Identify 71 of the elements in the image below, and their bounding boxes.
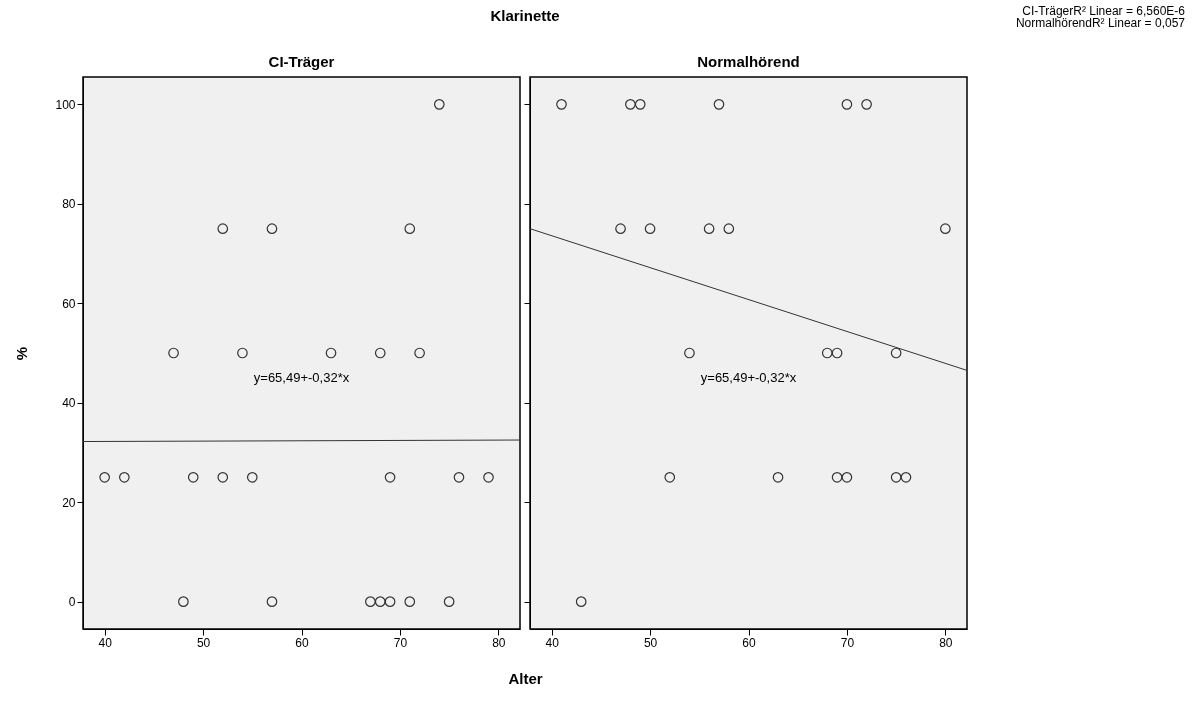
point	[703, 223, 715, 235]
y-tick-label: 60	[62, 296, 76, 311]
y-axis-title: %	[13, 346, 31, 361]
point	[266, 223, 278, 235]
x-tick-label: 60	[742, 635, 756, 650]
x-tick-label: 40	[98, 635, 113, 650]
point	[713, 99, 725, 110]
point	[940, 223, 951, 235]
point	[664, 471, 676, 483]
point	[453, 471, 465, 483]
y-tick-label: 100	[55, 97, 76, 112]
x-tick-label: 60	[295, 635, 309, 650]
point	[625, 99, 636, 110]
point	[384, 596, 396, 607]
point	[483, 471, 494, 483]
x-tick-label: 80	[492, 635, 506, 650]
point	[615, 223, 626, 235]
x-tick-label: 80	[939, 635, 953, 650]
point	[831, 347, 843, 359]
point	[634, 99, 646, 110]
point	[831, 471, 843, 483]
point	[443, 596, 455, 607]
annotation: y=65,49+-0,32*x	[700, 369, 797, 385]
x-tick-label: 70	[840, 635, 855, 650]
point	[556, 99, 567, 110]
y-tick-label: 20	[62, 495, 76, 510]
point	[861, 99, 872, 110]
point	[325, 347, 337, 359]
point	[821, 347, 833, 359]
point	[246, 471, 258, 483]
x-tick-label: 50	[196, 635, 211, 650]
point	[900, 471, 912, 483]
point	[365, 596, 376, 607]
point	[404, 596, 416, 607]
text: CI-TrägerR² Linear = 6,560E-6	[1022, 4, 1186, 18]
point	[237, 347, 248, 359]
annotation: y=65,49+-0,32*x	[253, 369, 350, 385]
x-tick-label: 40	[545, 635, 560, 650]
x-tick-label: 70	[393, 635, 408, 650]
point	[644, 223, 656, 235]
point	[217, 471, 229, 483]
point	[99, 471, 110, 483]
point	[178, 596, 189, 607]
point	[217, 223, 229, 235]
chart-title: Normalhörend	[697, 53, 800, 70]
text: NormalhörendR² Linear = 0,057	[1015, 16, 1186, 30]
point	[684, 347, 695, 359]
point	[433, 99, 445, 110]
y-tick-label: 0	[68, 595, 76, 610]
point	[374, 596, 386, 607]
y-tick-label: 80	[62, 197, 76, 212]
y-tick-label: 40	[62, 396, 76, 411]
point	[841, 99, 853, 110]
point	[266, 596, 278, 607]
point	[772, 471, 784, 483]
point	[575, 596, 587, 607]
point	[414, 347, 425, 359]
point	[890, 471, 902, 483]
point	[168, 347, 179, 359]
chart-title: CI-Träger	[268, 53, 335, 70]
x-axis-title: Alter	[508, 669, 543, 687]
point	[374, 347, 386, 359]
x-tick-label: 50	[643, 635, 658, 650]
point	[841, 471, 853, 483]
text: Klarinette	[490, 7, 560, 24]
point	[723, 223, 735, 235]
point	[384, 471, 396, 483]
point	[187, 471, 199, 483]
point	[118, 471, 130, 483]
point	[404, 223, 416, 235]
point	[890, 347, 902, 359]
